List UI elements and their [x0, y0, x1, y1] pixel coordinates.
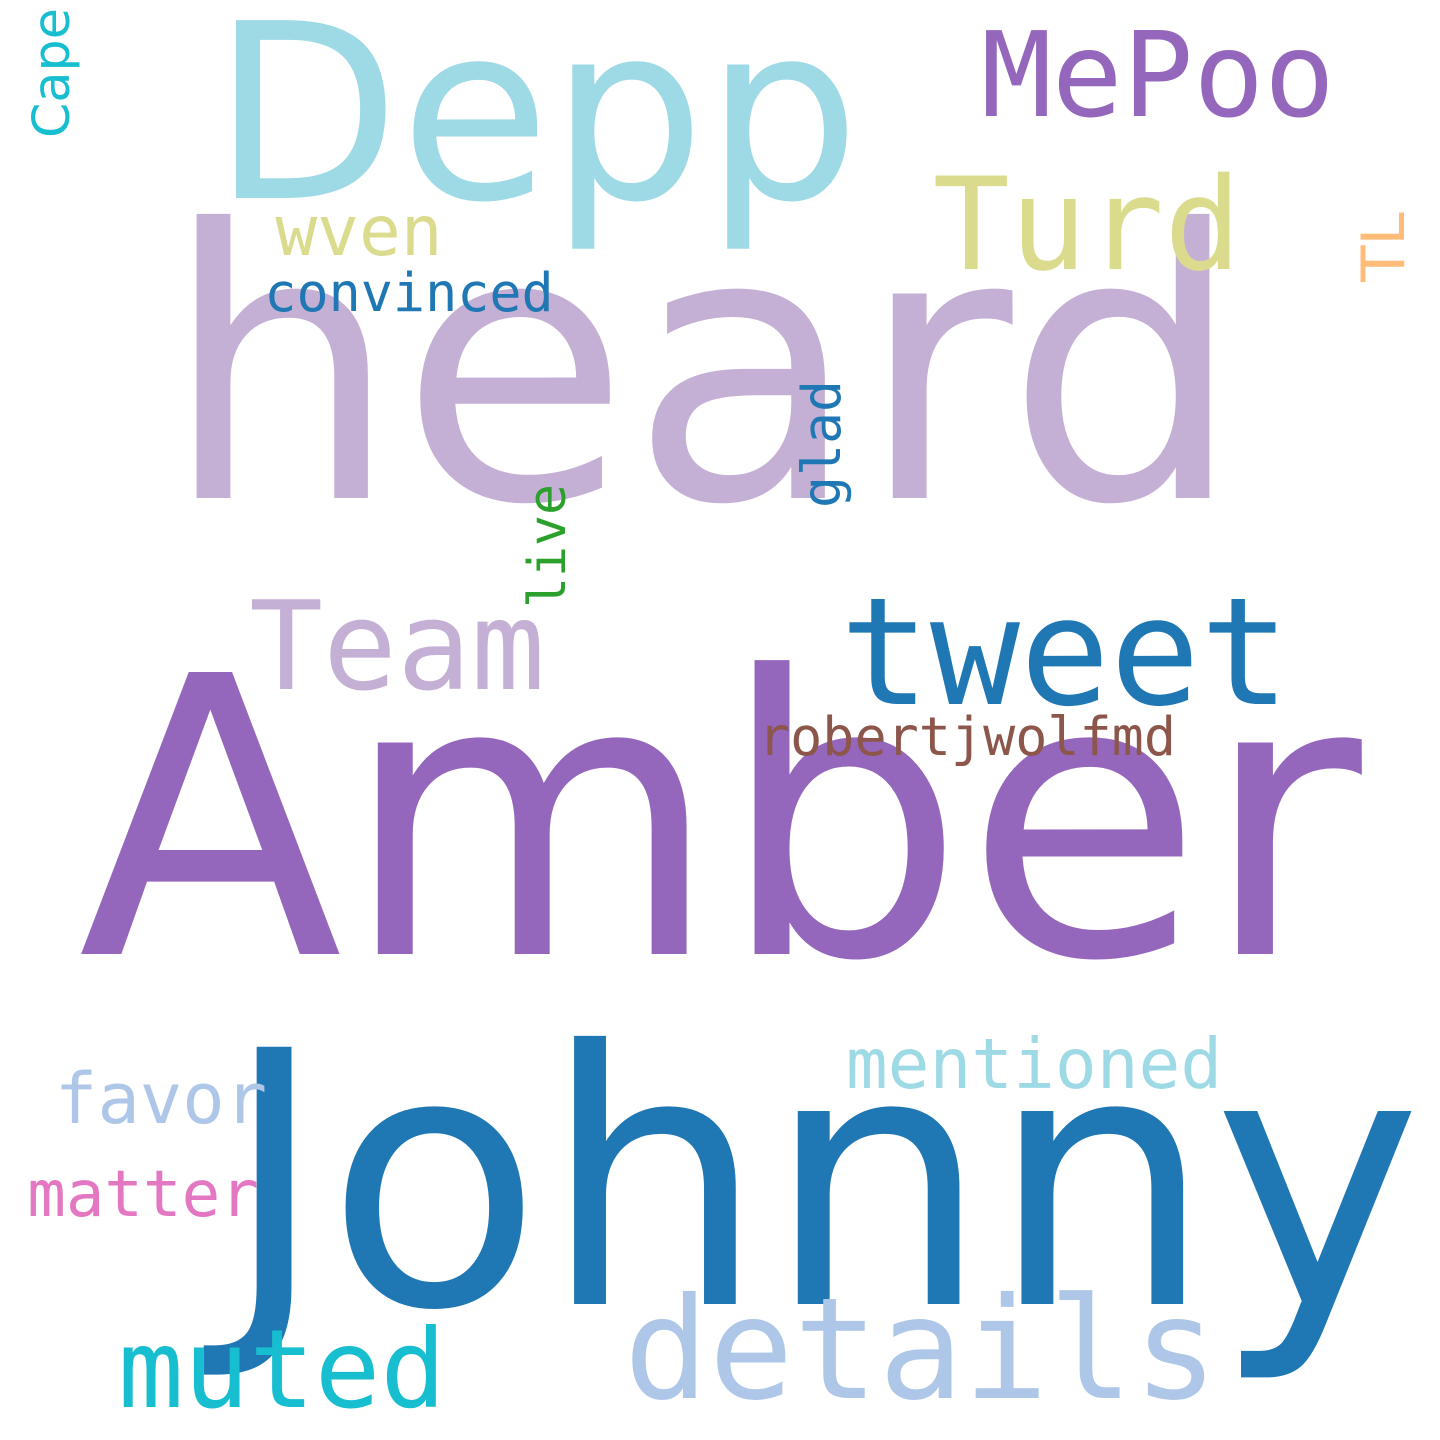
word-matter: matter — [27, 1158, 259, 1232]
word-team: Team — [249, 575, 545, 718]
word-mepoo: MePoo — [981, 6, 1335, 144]
word-wven: wven — [275, 191, 443, 272]
word-glad: glad — [791, 380, 853, 508]
word-tl: TL — [1349, 212, 1419, 282]
word-robertjwolfmd: robertjwolfmd — [758, 704, 1176, 768]
word-convinced: convinced — [264, 260, 554, 324]
word-muted: muted — [118, 1305, 446, 1433]
word-johnny: Johnny — [222, 977, 1422, 1388]
word-cape: Cape — [21, 8, 81, 138]
word-mentioned: mentioned — [845, 1024, 1223, 1105]
word-turd: Turd — [932, 150, 1242, 300]
word-live: live — [518, 484, 578, 608]
word-details: details — [623, 1268, 1219, 1432]
word-depp: Depp — [212, 0, 860, 256]
word-tweet: tweet — [839, 566, 1291, 740]
word-favor: favor — [54, 1058, 268, 1140]
word-heard: heard — [162, 151, 1244, 587]
word-amber: Amber — [78, 596, 1362, 1046]
